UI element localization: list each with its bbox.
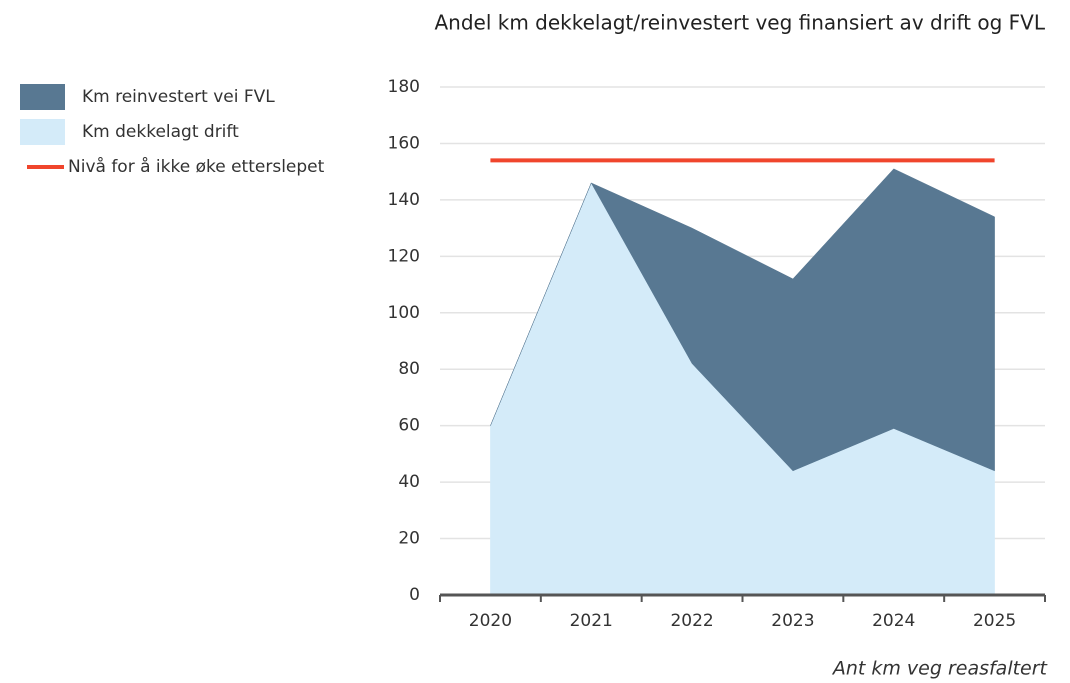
legend-swatch xyxy=(20,119,65,145)
x-tick-label: 2023 xyxy=(771,611,814,631)
legend-label: Km dekkelagt drift xyxy=(82,122,239,142)
x-axis-label: Ant km veg reasfaltert xyxy=(831,658,1049,680)
x-tick-label: 2021 xyxy=(570,611,613,631)
y-tick-label: 80 xyxy=(398,359,420,379)
legend-label: Km reinvestert vei FVL xyxy=(82,87,275,107)
y-tick-label: 20 xyxy=(398,529,420,549)
x-tick-label: 2024 xyxy=(872,611,915,631)
y-tick-label: 100 xyxy=(388,303,420,323)
area xyxy=(490,168,995,472)
x-tick-label: 2025 xyxy=(973,611,1016,631)
y-tick-label: 160 xyxy=(388,133,420,153)
y-tick-label: 0 xyxy=(409,585,420,605)
legend-swatch xyxy=(20,84,65,110)
y-tick-label: 140 xyxy=(388,190,420,210)
y-tick-label: 40 xyxy=(398,472,420,492)
y-tick-label: 120 xyxy=(388,246,420,266)
y-tick-label: 60 xyxy=(398,416,420,436)
chart-title: Andel km dekkelagt/reinvestert veg finan… xyxy=(434,11,1045,35)
x-tick-label: 2020 xyxy=(469,611,512,631)
x-tick-label: 2022 xyxy=(670,611,713,631)
legend-label: Nivå for å ikke øke etterslepet xyxy=(68,156,325,177)
y-tick-label: 180 xyxy=(388,77,420,97)
